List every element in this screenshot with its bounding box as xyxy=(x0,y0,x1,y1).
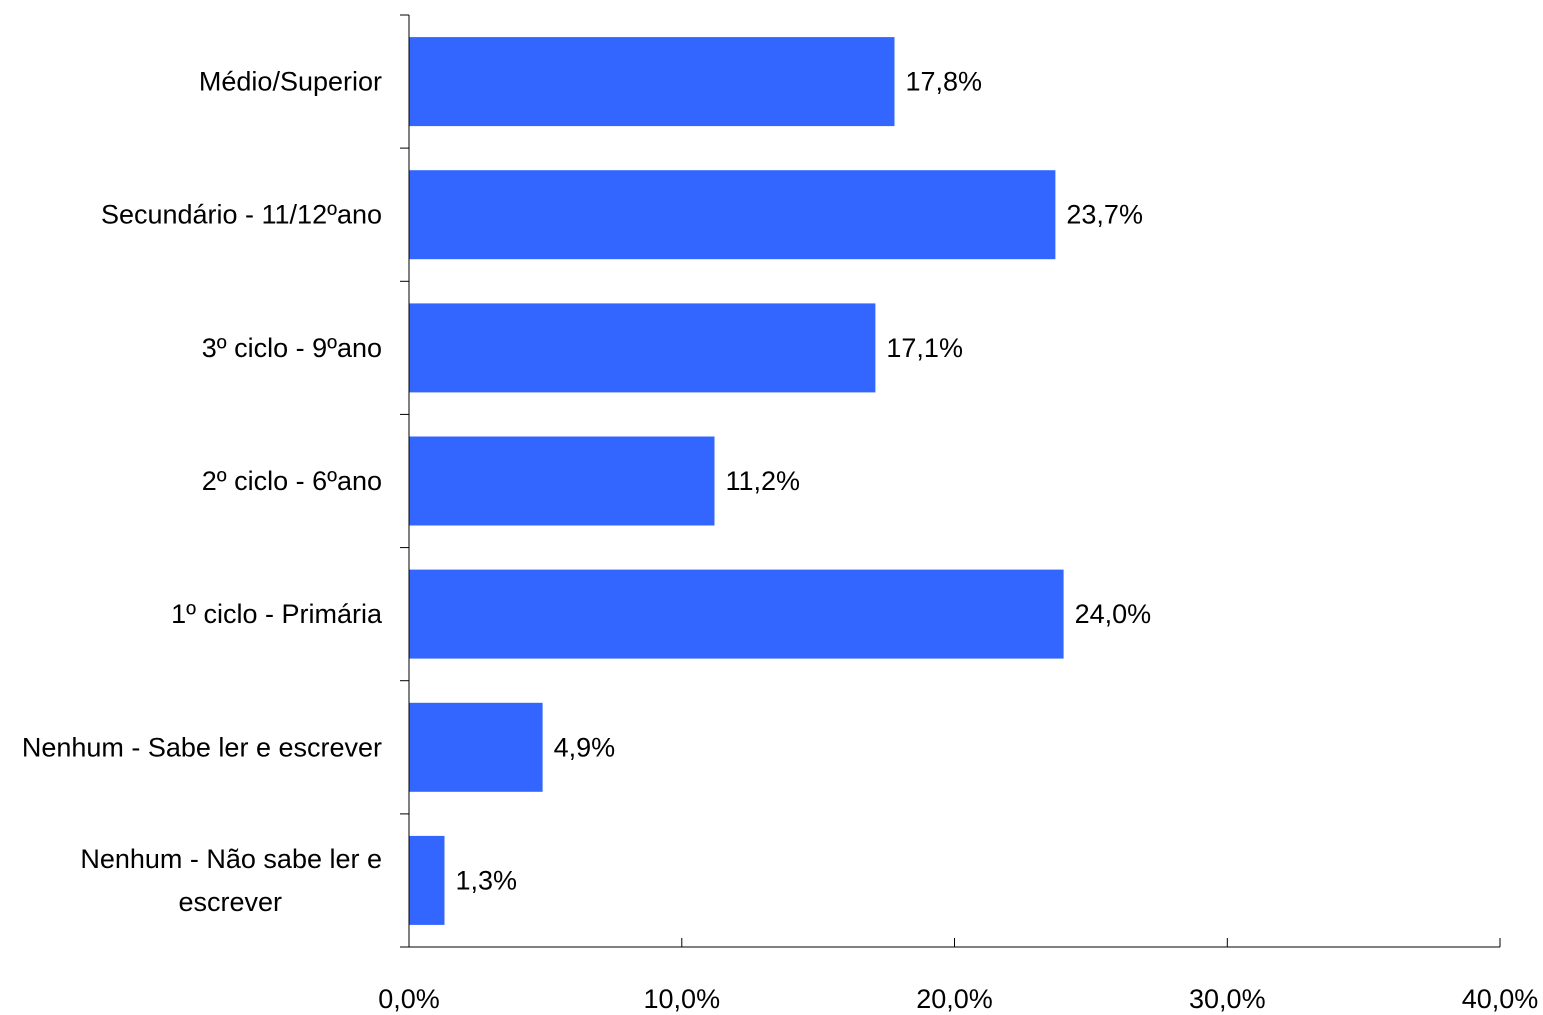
data-label-4: 24,0% xyxy=(1075,599,1152,629)
category-label-6-line-1: escrever xyxy=(178,887,282,917)
data-label-1: 23,7% xyxy=(1066,200,1143,230)
data-label-6: 1,3% xyxy=(456,865,518,895)
x-tick-label-2: 20,0% xyxy=(916,984,993,1014)
labels-group: 17,8% Médio/Superior 23,7% Secundário - 11/… xyxy=(22,67,1538,1014)
data-label-3: 11,2% xyxy=(726,466,801,496)
category-label-5: Nenhum - Sabe ler e escrever xyxy=(22,732,382,762)
bar-1 xyxy=(409,170,1056,260)
x-tick-label-4: 40,0% xyxy=(1462,984,1539,1014)
category-label-0: Médio/Superior xyxy=(199,67,382,97)
category-label-1: Secundário - 11/12ºano xyxy=(101,200,382,230)
bars-group xyxy=(409,37,1064,925)
data-label-5: 4,9% xyxy=(554,732,616,762)
bar-6 xyxy=(409,835,445,925)
axes-group xyxy=(400,14,1501,948)
data-label-0: 17,8% xyxy=(906,67,983,97)
x-tick-label-1: 10,0% xyxy=(644,984,721,1014)
category-label-6: Nenhum - Não sabe ler e escrever xyxy=(80,844,382,917)
bar-0 xyxy=(409,37,895,127)
category-label-4: 1º ciclo - Primária xyxy=(171,599,383,629)
bar-5 xyxy=(409,702,543,792)
x-tick-label-3: 30,0% xyxy=(1189,984,1266,1014)
bar-4 xyxy=(409,569,1064,659)
x-tick-label-0: 0,0% xyxy=(378,984,440,1014)
category-label-3: 2º ciclo - 6ºano xyxy=(202,466,382,496)
bar-2 xyxy=(409,303,876,393)
bar-3 xyxy=(409,436,715,526)
data-label-2: 17,1% xyxy=(886,333,963,363)
category-label-2: 3º ciclo - 9ºano xyxy=(202,333,382,363)
category-label-6-line-0: Nenhum - Não sabe ler e xyxy=(80,844,382,874)
